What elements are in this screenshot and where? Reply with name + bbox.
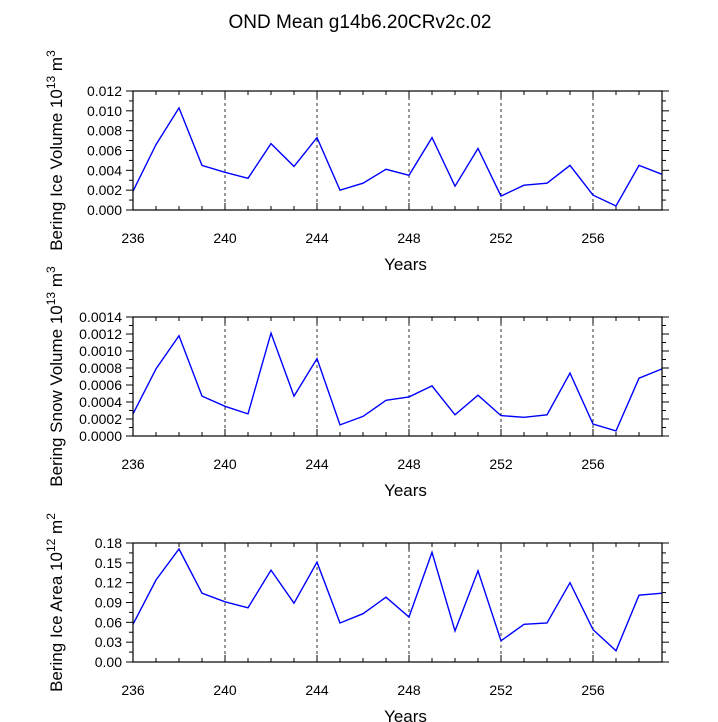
x-tick-label: 236 [121,682,145,698]
x-tick-label: 256 [581,230,605,246]
x-tick-label: 256 [581,682,605,698]
plot-frame [132,542,663,663]
y-tick-label: 0.002 [87,182,122,198]
x-tick-label: 252 [489,230,513,246]
y-tick-label: 0.0000 [79,428,122,444]
chart-title: OND Mean g14b6.20CRv2c.02 [229,12,492,33]
x-tick-label: 248 [397,230,421,246]
y-tick-label: 0.03 [95,634,122,650]
x-tick-label: 236 [121,230,145,246]
y-tick-label: 0.15 [95,555,122,571]
y-tick-label: 0.00 [95,654,122,670]
panel-3: 0.00 0.03 0.06 0.09 0.12 0.15 0.18 236 240 244 248… [44,513,669,722]
x-tick-label: 248 [397,682,421,698]
y-tick-label: 0.000 [87,202,122,218]
x-axis-label: Years [384,255,427,274]
panel-2: 0.00000.00020.00040.00060.00080.00100.00… [44,266,669,500]
x-tick-label: 240 [213,230,237,246]
x-tick-label: 240 [213,682,237,698]
plot-frame [132,90,663,211]
x-axis-label: Years [384,481,427,500]
panel-1: 0.000 0.002 0.004 0.006 0.008 0.010 0.012 236 24… [44,50,669,274]
x-tick-label: 256 [581,456,605,472]
plot-frame [132,316,663,437]
x-axis-label: Years [384,707,427,722]
x-tick-label: 248 [397,456,421,472]
y-tick-label: 0.004 [87,162,122,178]
y-tick-label: 0.0010 [79,343,122,359]
y-tick-label: 0.006 [87,143,122,159]
y-axis-label: Bering Ice Area 1012 m2 [44,513,66,692]
y-tick-label: 0.0004 [79,394,122,410]
y-tick-label: 0.12 [95,575,122,591]
y-tick-label: 0.06 [95,614,122,630]
x-tick-label: 236 [121,456,145,472]
y-tick-label: 0.010 [87,103,122,119]
y-tick-label: 0.012 [87,83,122,99]
y-tick-label: 0.0012 [79,326,122,342]
x-tick-label: 244 [305,230,329,246]
y-axis-label: Bering Snow Volume 1013 m3 [44,266,66,487]
x-tick-label: 244 [305,456,329,472]
y-tick-label: 0.0008 [79,360,122,376]
x-tick-label: 240 [213,456,237,472]
y-tick-label: 0.0006 [79,377,122,393]
y-tick-label: 0.0014 [79,309,122,325]
y-tick-label: 0.18 [95,535,122,551]
x-tick-label: 252 [489,682,513,698]
x-tick-label: 252 [489,456,513,472]
series-line [132,330,663,432]
series-line [132,106,663,207]
x-tick-label: 244 [305,682,329,698]
y-tick-label: 0.0002 [79,411,122,427]
y-tick-label: 0.008 [87,123,122,139]
y-axis-label: Bering Ice Volume 1013 m3 [44,50,66,251]
y-tick-label: 0.09 [95,595,122,611]
series-line [132,547,663,652]
